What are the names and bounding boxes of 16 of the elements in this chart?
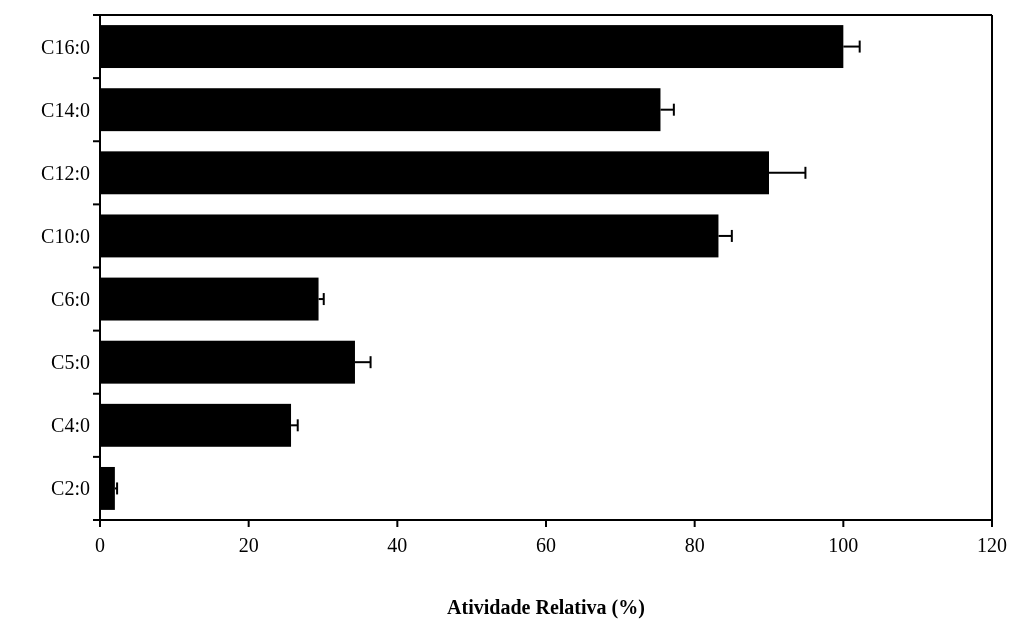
x-tick-label: 120 — [977, 534, 1007, 556]
y-tick-label: C16:0 — [41, 35, 90, 58]
y-tick-label: C2:0 — [51, 477, 90, 500]
x-tick-label: 40 — [387, 534, 408, 556]
y-tick-label: C5:0 — [51, 351, 90, 374]
x-tick-label: 80 — [684, 534, 705, 556]
x-tick-label: 60 — [536, 534, 556, 556]
y-tick-label: C10:0 — [41, 224, 90, 247]
x-axis-title: Atividade Relativa (%) — [447, 596, 645, 619]
y-tick-label: C12:0 — [41, 161, 90, 184]
x-tick-label: 0 — [95, 534, 105, 556]
y-tick-label: C14:0 — [41, 98, 90, 121]
x-tick-label: 100 — [828, 534, 859, 556]
y-tick-label: C6:0 — [51, 288, 90, 311]
x-tick-label: 20 — [238, 534, 259, 556]
y-tick-label: C4:0 — [51, 414, 90, 437]
